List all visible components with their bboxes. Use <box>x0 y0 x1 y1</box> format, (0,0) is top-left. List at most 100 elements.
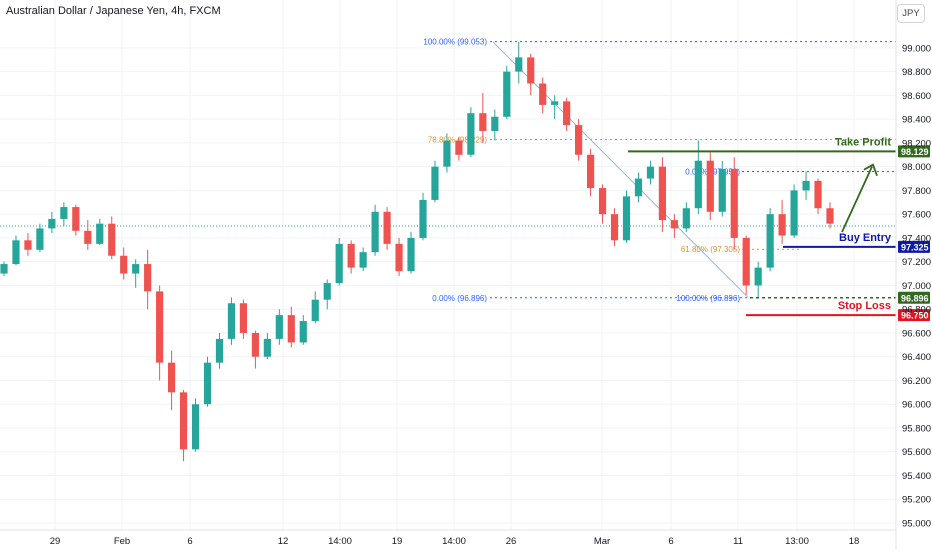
candle-body <box>754 267 762 286</box>
candle-body <box>383 211 391 244</box>
fib-100-high-label: 100.00% (99.053) <box>423 38 487 47</box>
candle-body <box>84 230 92 244</box>
candle-body <box>706 160 714 212</box>
fib-0-low-label: 0.00% (96.896) <box>432 294 487 303</box>
candle-body <box>60 207 68 219</box>
candle-body <box>24 240 32 250</box>
x-tick-label: 12 <box>278 536 289 547</box>
candle-body <box>132 264 140 274</box>
candle-body <box>778 214 786 236</box>
x-tick-label: Mar <box>594 536 610 547</box>
candle-body <box>622 196 631 241</box>
candle-body <box>203 362 212 405</box>
y-tick-label: 98.800 <box>902 67 931 78</box>
x-tick-label: 26 <box>506 536 517 547</box>
fib-61-8-label: 61.80% (97.305) <box>681 245 740 254</box>
take-profit-price-tag <box>898 145 930 158</box>
candle-body <box>251 332 259 357</box>
candle-body <box>299 321 307 343</box>
candle-body <box>191 404 200 450</box>
candle-body <box>48 218 56 229</box>
y-tick-label: 96.200 <box>902 376 931 387</box>
buy-entry-price-tag <box>898 240 930 253</box>
candle-body <box>826 208 834 224</box>
candle-body <box>168 362 176 393</box>
candle-body <box>419 199 427 238</box>
candle-body <box>275 315 283 339</box>
currency-button[interactable]: JPY <box>897 4 925 23</box>
candle-body <box>455 140 463 155</box>
candle-body <box>215 338 224 363</box>
candle-body <box>790 190 798 236</box>
candle-body <box>503 71 511 117</box>
y-tick-label: 95.600 <box>902 447 931 458</box>
candle-body <box>742 237 750 286</box>
x-tick-label: Feb <box>114 536 130 547</box>
candle-body <box>120 255 128 274</box>
projection-arrow <box>841 166 873 233</box>
buy-entry-price-label: 97.325 <box>901 242 929 252</box>
candle-body <box>395 243 403 272</box>
y-tick-label: 98.000 <box>902 162 931 173</box>
candle-body <box>575 125 583 155</box>
candle-body <box>515 57 523 72</box>
candle-body <box>0 264 8 274</box>
candle-body <box>12 240 20 265</box>
candle-body <box>766 214 774 268</box>
y-tick-label: 98.400 <box>902 115 931 126</box>
candle-body <box>371 211 379 253</box>
support-price-label: 96.896 <box>901 293 929 303</box>
y-tick-label: 96.000 <box>902 400 931 411</box>
fib-78-8-label: 78.80% (98.229) <box>428 135 487 144</box>
candle-body <box>287 315 295 343</box>
candle-body <box>586 154 595 189</box>
candle-body <box>802 180 810 191</box>
x-tick-label: 29 <box>50 536 61 547</box>
candle-body <box>646 166 655 179</box>
candle-body <box>730 169 738 238</box>
candle-body <box>359 252 367 268</box>
chart-title: Australian Dollar / Japanese Yen, 4h, FX… <box>6 5 221 17</box>
candle-body <box>156 291 164 363</box>
candle-body <box>72 207 80 231</box>
candle-body <box>658 166 666 221</box>
candle-body <box>335 243 343 284</box>
y-tick-label: 97.200 <box>902 257 931 268</box>
candle-body <box>491 116 499 132</box>
candle-body <box>179 392 188 450</box>
candle-body <box>563 101 571 126</box>
candle-body <box>670 220 678 229</box>
x-tick-label: 11 <box>733 536 743 547</box>
trend-line <box>492 41 749 298</box>
stop-loss-price-label: 96.750 <box>901 311 929 321</box>
candle-body <box>539 83 547 105</box>
take-profit-price-label: 98.129 <box>901 147 929 157</box>
stop-loss-price-tag <box>898 309 930 322</box>
support-price-tag <box>898 291 930 304</box>
candle-body <box>598 188 607 215</box>
candle-body <box>108 223 116 256</box>
x-tick-label: 18 <box>849 536 860 547</box>
candle-body <box>347 243 355 268</box>
candle-body <box>263 338 271 357</box>
candle-body <box>96 223 104 244</box>
y-tick-label: 97.800 <box>902 186 931 197</box>
y-tick-label: 96.600 <box>902 328 931 339</box>
candle-body <box>239 303 248 333</box>
x-tick-label: 6 <box>187 536 192 547</box>
take-profit-text: Take Profit <box>835 136 891 148</box>
candle-body <box>323 283 331 300</box>
y-tick-label: 95.800 <box>902 423 931 434</box>
y-tick-label: 99.000 <box>902 43 931 54</box>
candles-layer <box>0 41 834 462</box>
x-tick-label: 6 <box>668 536 673 547</box>
y-tick-label: 96.400 <box>902 352 931 363</box>
candle-body <box>311 299 319 322</box>
candle-body <box>407 237 415 272</box>
candle-body <box>443 140 451 167</box>
x-tick-label: 14:00 <box>328 536 352 547</box>
y-tick-label: 98.200 <box>902 138 931 149</box>
x-tick-label: 14:00 <box>442 536 466 547</box>
